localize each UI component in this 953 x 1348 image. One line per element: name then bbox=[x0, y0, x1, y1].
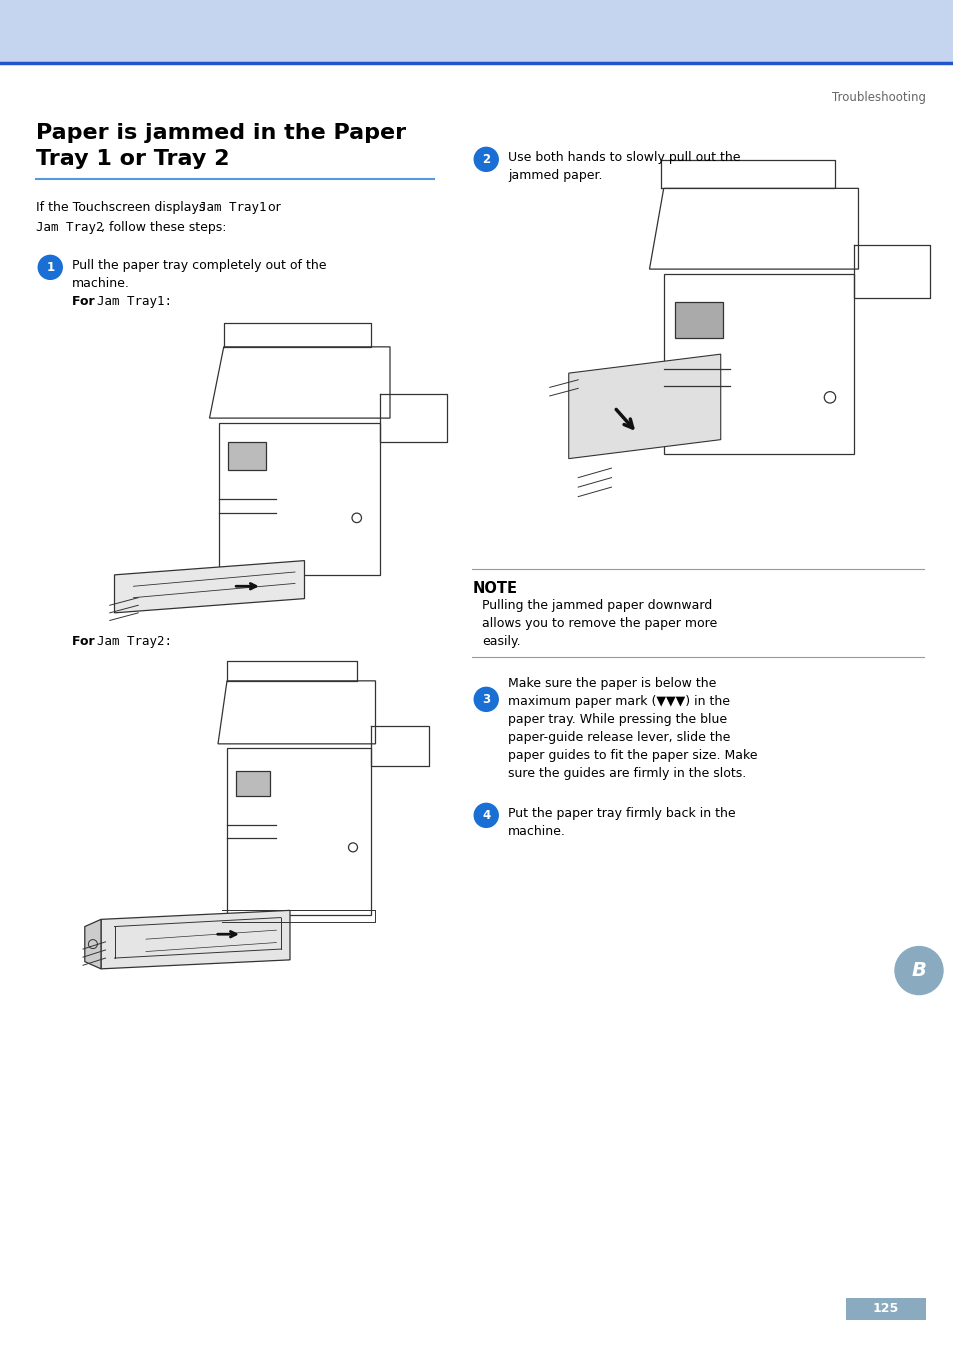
Text: Jam Tray1: Jam Tray1 bbox=[199, 201, 267, 214]
Circle shape bbox=[894, 946, 942, 995]
FancyBboxPatch shape bbox=[229, 442, 266, 470]
FancyBboxPatch shape bbox=[675, 302, 721, 338]
Polygon shape bbox=[101, 910, 290, 969]
Text: Jam Tray1:: Jam Tray1: bbox=[97, 295, 172, 309]
Text: paper tray. While pressing the blue: paper tray. While pressing the blue bbox=[508, 713, 726, 727]
Text: 4: 4 bbox=[481, 809, 490, 822]
Polygon shape bbox=[568, 355, 720, 458]
Circle shape bbox=[38, 255, 62, 279]
Circle shape bbox=[474, 687, 497, 712]
Polygon shape bbox=[114, 561, 304, 613]
Text: maximum paper mark (▼▼▼) in the: maximum paper mark (▼▼▼) in the bbox=[508, 696, 729, 708]
Text: If the Touchscreen displays: If the Touchscreen displays bbox=[36, 201, 210, 214]
Text: 3: 3 bbox=[481, 693, 490, 706]
Text: paper-guide release lever, slide the: paper-guide release lever, slide the bbox=[508, 732, 730, 744]
Text: or: or bbox=[264, 201, 281, 214]
Text: Troubleshooting: Troubleshooting bbox=[831, 92, 925, 104]
Text: Put the paper tray firmly back in the: Put the paper tray firmly back in the bbox=[508, 807, 735, 821]
Text: Tray 1 or Tray 2: Tray 1 or Tray 2 bbox=[36, 150, 230, 170]
Text: 2: 2 bbox=[481, 152, 490, 166]
Text: For: For bbox=[72, 635, 99, 648]
FancyBboxPatch shape bbox=[235, 771, 270, 797]
Text: machine.: machine. bbox=[508, 825, 565, 838]
Text: For: For bbox=[72, 295, 99, 309]
Text: jammed paper.: jammed paper. bbox=[508, 170, 602, 182]
Text: Make sure the paper is below the: Make sure the paper is below the bbox=[508, 677, 716, 690]
Circle shape bbox=[474, 147, 497, 171]
Text: Paper is jammed in the Paper: Paper is jammed in the Paper bbox=[36, 124, 406, 143]
Text: allows you to remove the paper more: allows you to remove the paper more bbox=[481, 617, 717, 631]
Text: easily.: easily. bbox=[481, 635, 520, 648]
Text: NOTE: NOTE bbox=[472, 581, 517, 596]
Text: B: B bbox=[911, 961, 925, 980]
Text: Use both hands to slowly pull out the: Use both hands to slowly pull out the bbox=[508, 151, 740, 164]
FancyBboxPatch shape bbox=[845, 1298, 925, 1320]
Text: 125: 125 bbox=[872, 1302, 898, 1316]
Text: machine.: machine. bbox=[72, 278, 130, 290]
Text: Jam Tray2: Jam Tray2 bbox=[36, 221, 104, 235]
Circle shape bbox=[474, 803, 497, 828]
FancyBboxPatch shape bbox=[0, 0, 953, 63]
Text: Jam Tray2:: Jam Tray2: bbox=[97, 635, 172, 648]
Polygon shape bbox=[85, 919, 101, 969]
Text: sure the guides are firmly in the slots.: sure the guides are firmly in the slots. bbox=[508, 767, 745, 780]
Text: paper guides to fit the paper size. Make: paper guides to fit the paper size. Make bbox=[508, 749, 757, 763]
Text: 1: 1 bbox=[46, 262, 54, 274]
Text: Pulling the jammed paper downward: Pulling the jammed paper downward bbox=[481, 600, 712, 612]
Text: , follow these steps:: , follow these steps: bbox=[101, 221, 227, 235]
Text: Pull the paper tray completely out of the: Pull the paper tray completely out of th… bbox=[72, 259, 327, 272]
